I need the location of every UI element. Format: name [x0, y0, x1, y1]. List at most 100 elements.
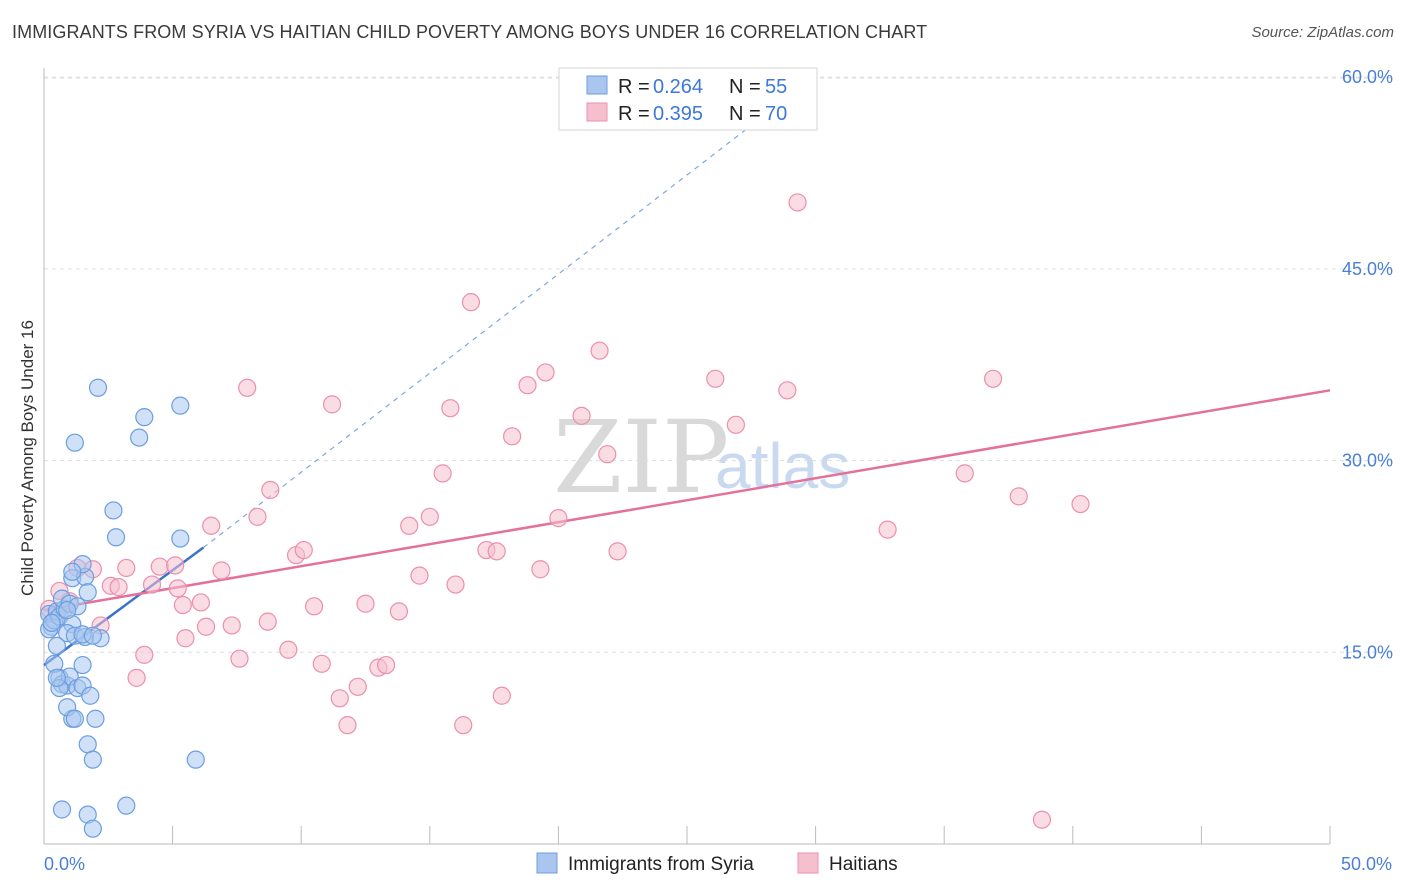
point-haiti-56	[549, 509, 568, 528]
point-syria-15	[47, 636, 66, 656]
point-haiti-45	[441, 399, 460, 418]
legend-swatch-syria	[586, 75, 608, 95]
point-haiti-32	[312, 654, 331, 673]
point-syria-48	[171, 529, 190, 548]
point-haiti-36	[348, 677, 367, 696]
point-haiti-19	[196, 617, 216, 636]
point-haiti-61	[706, 369, 725, 388]
point-haiti-11	[135, 645, 154, 664]
point-haiti-47	[454, 716, 473, 735]
point-haiti-52	[503, 427, 522, 446]
y-tick-label-45: 45.0%	[1342, 259, 1393, 279]
legend-n-label-syria: N =	[729, 76, 761, 98]
point-syria-26	[86, 709, 105, 728]
y-tick-label-15: 15.0%	[1342, 642, 1393, 662]
point-haiti-34	[330, 689, 349, 708]
point-haiti-33	[322, 395, 342, 414]
point-haiti-66	[955, 464, 974, 483]
point-haiti-44	[433, 464, 452, 483]
point-haiti-65	[878, 520, 897, 539]
point-haiti-39	[376, 655, 396, 675]
gridlines	[44, 76, 1392, 653]
point-syria-46	[135, 408, 154, 427]
point-syria-30	[83, 750, 102, 769]
point-haiti-15	[168, 579, 187, 598]
series-legend-swatch-haiti	[797, 852, 819, 874]
point-haiti-25	[248, 507, 267, 526]
point-syria-41	[104, 501, 123, 520]
point-haiti-24	[238, 378, 257, 397]
point-haiti-51	[492, 686, 511, 705]
y-axis-title: Child Poverty Among Boys Under 16	[18, 320, 37, 596]
series-legend-label-syria: Immigrants from Syria	[568, 854, 754, 875]
point-syria-43	[65, 433, 84, 452]
y-tick-label-60: 60.0%	[1342, 67, 1393, 87]
point-syria-38	[78, 583, 97, 602]
point-haiti-10	[127, 668, 146, 687]
point-haiti-62	[726, 415, 745, 434]
point-haiti-69	[1032, 810, 1052, 829]
watermark-atlas: atlas	[715, 430, 850, 502]
point-syria-34	[117, 796, 136, 815]
point-syria-54	[65, 709, 84, 728]
legend-r-label-syria: R =	[618, 76, 650, 98]
point-haiti-14	[166, 556, 185, 575]
legend-swatch-haiti	[586, 102, 608, 122]
point-haiti-50	[487, 542, 506, 561]
point-haiti-60	[608, 542, 627, 561]
series-legend-label-haiti: Haitians	[829, 854, 898, 875]
point-haiti-20	[202, 516, 221, 535]
point-haiti-46	[446, 575, 465, 594]
point-haiti-26	[261, 480, 280, 500]
y-tick-label-30: 30.0%	[1342, 451, 1393, 471]
x-tick-label-max: 50.0%	[1341, 854, 1392, 874]
x-tick-label-min: 0.0%	[44, 854, 85, 874]
point-haiti-8	[109, 578, 128, 597]
point-haiti-30	[294, 540, 313, 560]
point-haiti-58	[590, 341, 609, 360]
legend-n-label-haiti: N =	[729, 103, 761, 125]
trend-line-haiti	[43, 389, 1331, 612]
chart-title: IMMIGRANTS FROM SYRIA VS HAITIAN CHILD P…	[12, 22, 928, 42]
legend-r-value-syria: 0.264	[653, 76, 703, 98]
point-haiti-63	[778, 381, 797, 400]
series-legend: Immigrants from Syria Haitians	[536, 852, 898, 875]
point-haiti-41	[400, 516, 419, 535]
stats-legend: R = 0.264 N = 55 R = 0.395 N = 70	[558, 67, 818, 131]
point-haiti-16	[173, 595, 192, 615]
point-syria-47	[171, 396, 190, 415]
point-syria-51	[42, 613, 61, 633]
legend-n-value-haiti: 70	[765, 103, 787, 125]
point-haiti-17	[176, 629, 195, 648]
point-syria-53	[47, 668, 66, 687]
point-haiti-53	[518, 376, 537, 395]
point-haiti-28	[279, 640, 298, 659]
point-haiti-9	[117, 558, 136, 578]
point-haiti-21	[212, 561, 231, 580]
point-haiti-12	[142, 575, 162, 594]
point-syria-22	[73, 655, 92, 675]
legend-n-value-syria: 55	[765, 76, 787, 98]
point-haiti-40	[389, 602, 409, 621]
trend-lines	[43, 115, 1331, 667]
point-haiti-42	[410, 566, 429, 585]
point-haiti-18	[191, 593, 210, 612]
point-haiti-55	[536, 363, 555, 382]
trend-line-syria-extension	[203, 115, 765, 548]
point-haiti-23	[230, 649, 249, 668]
point-haiti-31	[304, 597, 324, 616]
source-credit: Source: ZipAtlas.com	[1251, 24, 1394, 41]
point-syria-45	[130, 428, 149, 447]
series-legend-swatch-syria	[536, 852, 558, 874]
point-haiti-67	[983, 369, 1003, 388]
point-syria-50	[58, 601, 77, 620]
point-haiti-48	[461, 293, 481, 312]
point-haiti-27	[258, 612, 277, 631]
legend-r-value-haiti: 0.395	[653, 103, 703, 125]
point-syria-52	[83, 626, 102, 645]
point-syria-40	[63, 562, 82, 581]
point-haiti-35	[338, 716, 357, 735]
data-points	[40, 193, 1090, 838]
point-haiti-57	[572, 406, 591, 425]
